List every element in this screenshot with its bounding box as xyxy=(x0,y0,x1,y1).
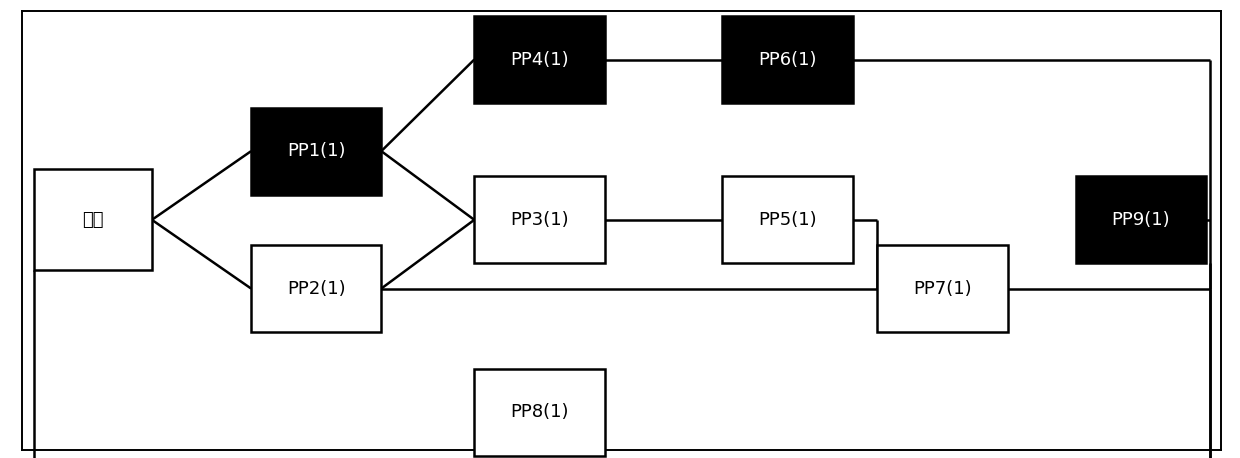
Text: PP9(1): PP9(1) xyxy=(1111,211,1171,229)
Text: PP8(1): PP8(1) xyxy=(510,403,569,421)
FancyBboxPatch shape xyxy=(250,245,382,332)
FancyBboxPatch shape xyxy=(474,176,605,263)
Text: PP4(1): PP4(1) xyxy=(510,50,569,69)
Text: PP5(1): PP5(1) xyxy=(758,211,817,229)
FancyBboxPatch shape xyxy=(722,16,853,103)
FancyBboxPatch shape xyxy=(33,169,151,270)
FancyBboxPatch shape xyxy=(250,108,382,195)
FancyBboxPatch shape xyxy=(878,245,1007,332)
FancyBboxPatch shape xyxy=(474,369,605,456)
Text: PP3(1): PP3(1) xyxy=(510,211,569,229)
Text: PP7(1): PP7(1) xyxy=(913,279,972,298)
FancyBboxPatch shape xyxy=(722,176,853,263)
FancyBboxPatch shape xyxy=(474,16,605,103)
Text: 开始: 开始 xyxy=(82,211,104,229)
FancyBboxPatch shape xyxy=(1076,176,1205,263)
Text: PP2(1): PP2(1) xyxy=(286,279,346,298)
Text: PP6(1): PP6(1) xyxy=(758,50,817,69)
Text: PP1(1): PP1(1) xyxy=(286,142,346,160)
